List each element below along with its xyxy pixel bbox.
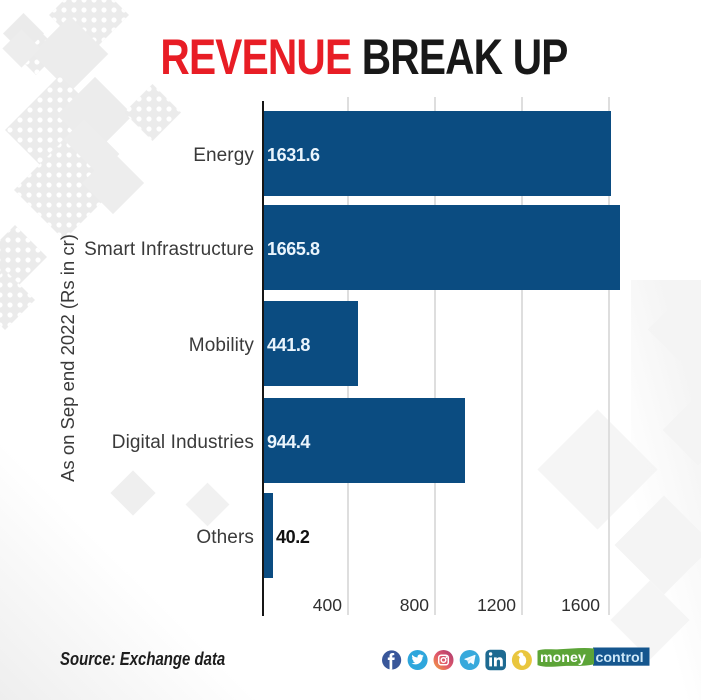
svg-text:control: control xyxy=(596,650,644,666)
svg-text:money: money xyxy=(540,650,586,666)
